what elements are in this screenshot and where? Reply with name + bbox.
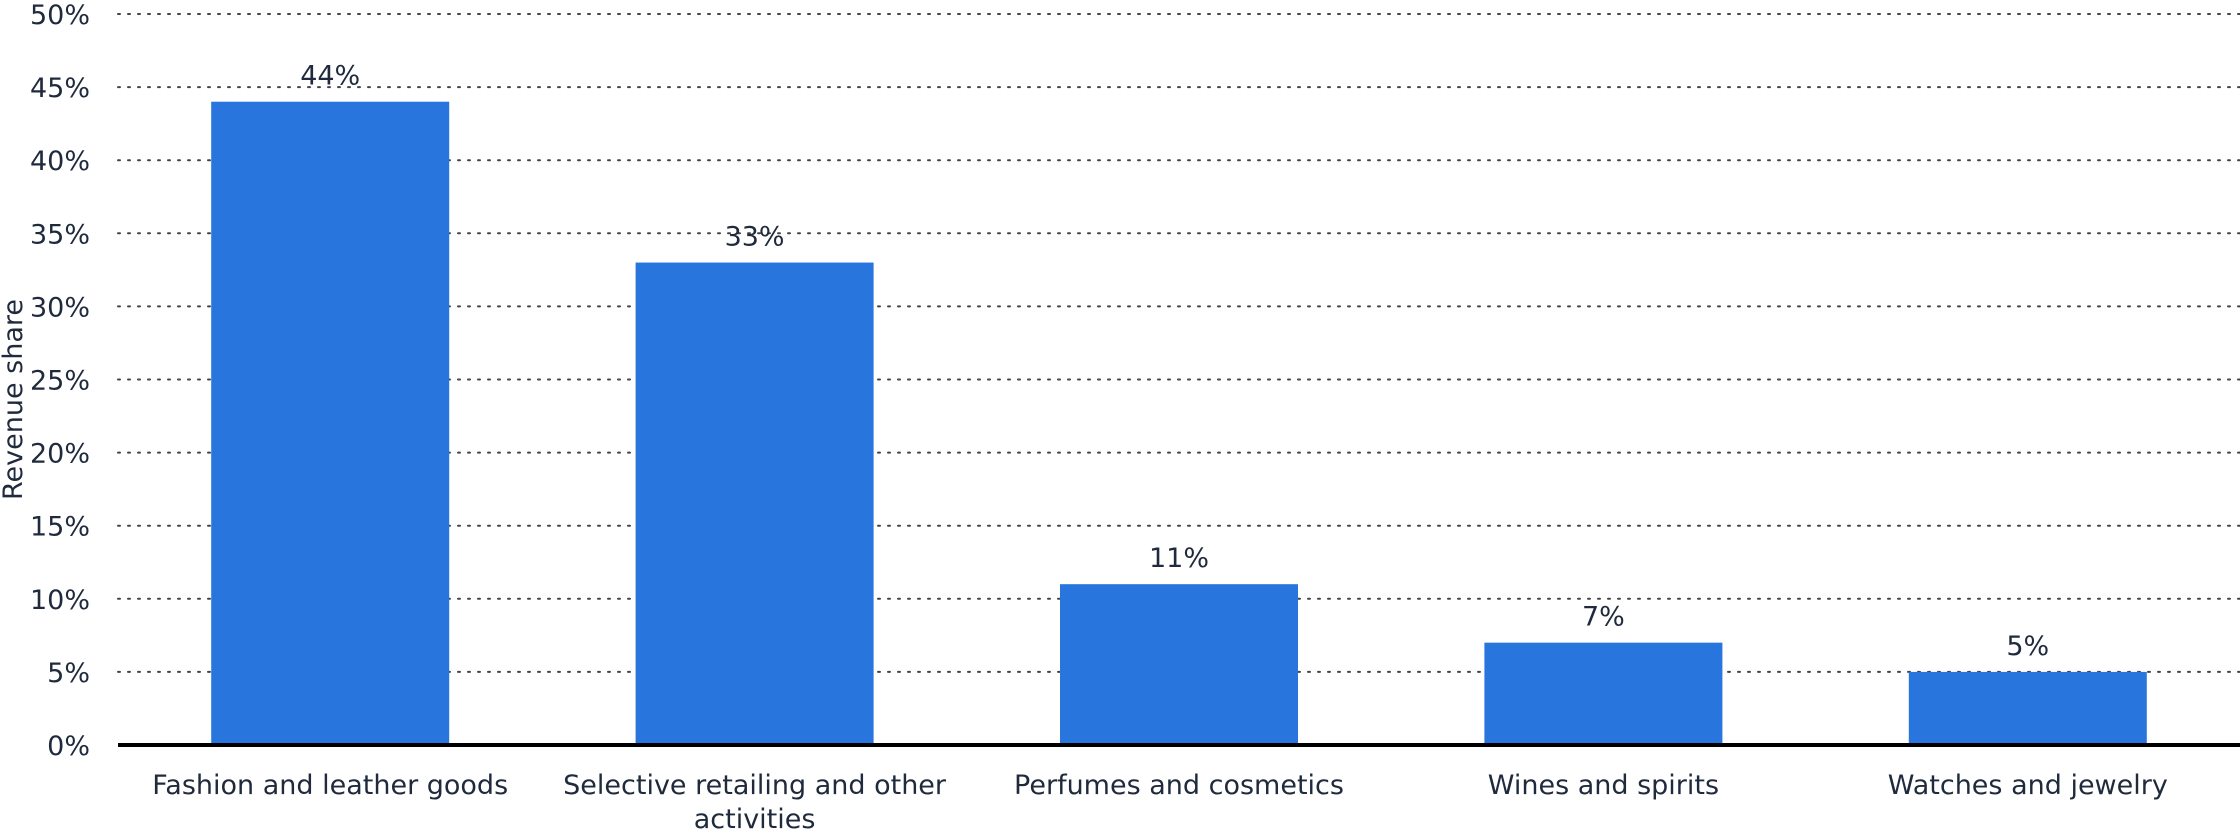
data-label: 5%	[2006, 631, 2049, 662]
y-tick-label: 20%	[30, 439, 90, 470]
data-label: 33%	[725, 222, 785, 253]
y-tick-label: 25%	[30, 366, 90, 397]
x-axis-ticks: Fashion and leather goods Selective retai…	[152, 770, 2168, 835]
bar	[211, 101, 450, 746]
x-tick-label: Watches and jewelry	[1888, 770, 2168, 801]
y-tick-label: 30%	[30, 292, 90, 323]
data-label: 11%	[1149, 543, 1209, 574]
x-tick-label: Selective retailing and other activities	[563, 770, 947, 833]
bar	[635, 262, 874, 745]
data-labels: 44% 33% 11% 7% 5%	[300, 61, 2049, 662]
data-label: 44%	[300, 61, 360, 92]
x-tick-label: Fashion and leather goods	[152, 770, 508, 801]
y-tick-label: 40%	[30, 146, 90, 177]
data-label: 7%	[1582, 602, 1625, 633]
x-tick-label: Wines and spirits	[1488, 770, 1719, 801]
y-tick-label: 15%	[30, 512, 90, 543]
bar	[1060, 584, 1298, 745]
y-tick-label: 10%	[30, 585, 90, 616]
x-tick-label: Perfumes and cosmetics	[1014, 770, 1344, 801]
y-tick-label: 50%	[30, 0, 90, 31]
y-tick-label: 35%	[30, 219, 90, 250]
bar	[1484, 642, 1723, 745]
y-tick-label: 5%	[47, 658, 90, 689]
bars	[211, 101, 2147, 746]
bar	[1908, 671, 2147, 745]
y-axis-title: Revenue share	[0, 299, 29, 500]
y-tick-label: 0%	[47, 731, 90, 762]
y-tick-label: 45%	[30, 73, 90, 104]
y-axis-ticks: 0% 5% 10% 15% 20% 25% 30% 35% 40% 45% 50%	[30, 0, 90, 762]
